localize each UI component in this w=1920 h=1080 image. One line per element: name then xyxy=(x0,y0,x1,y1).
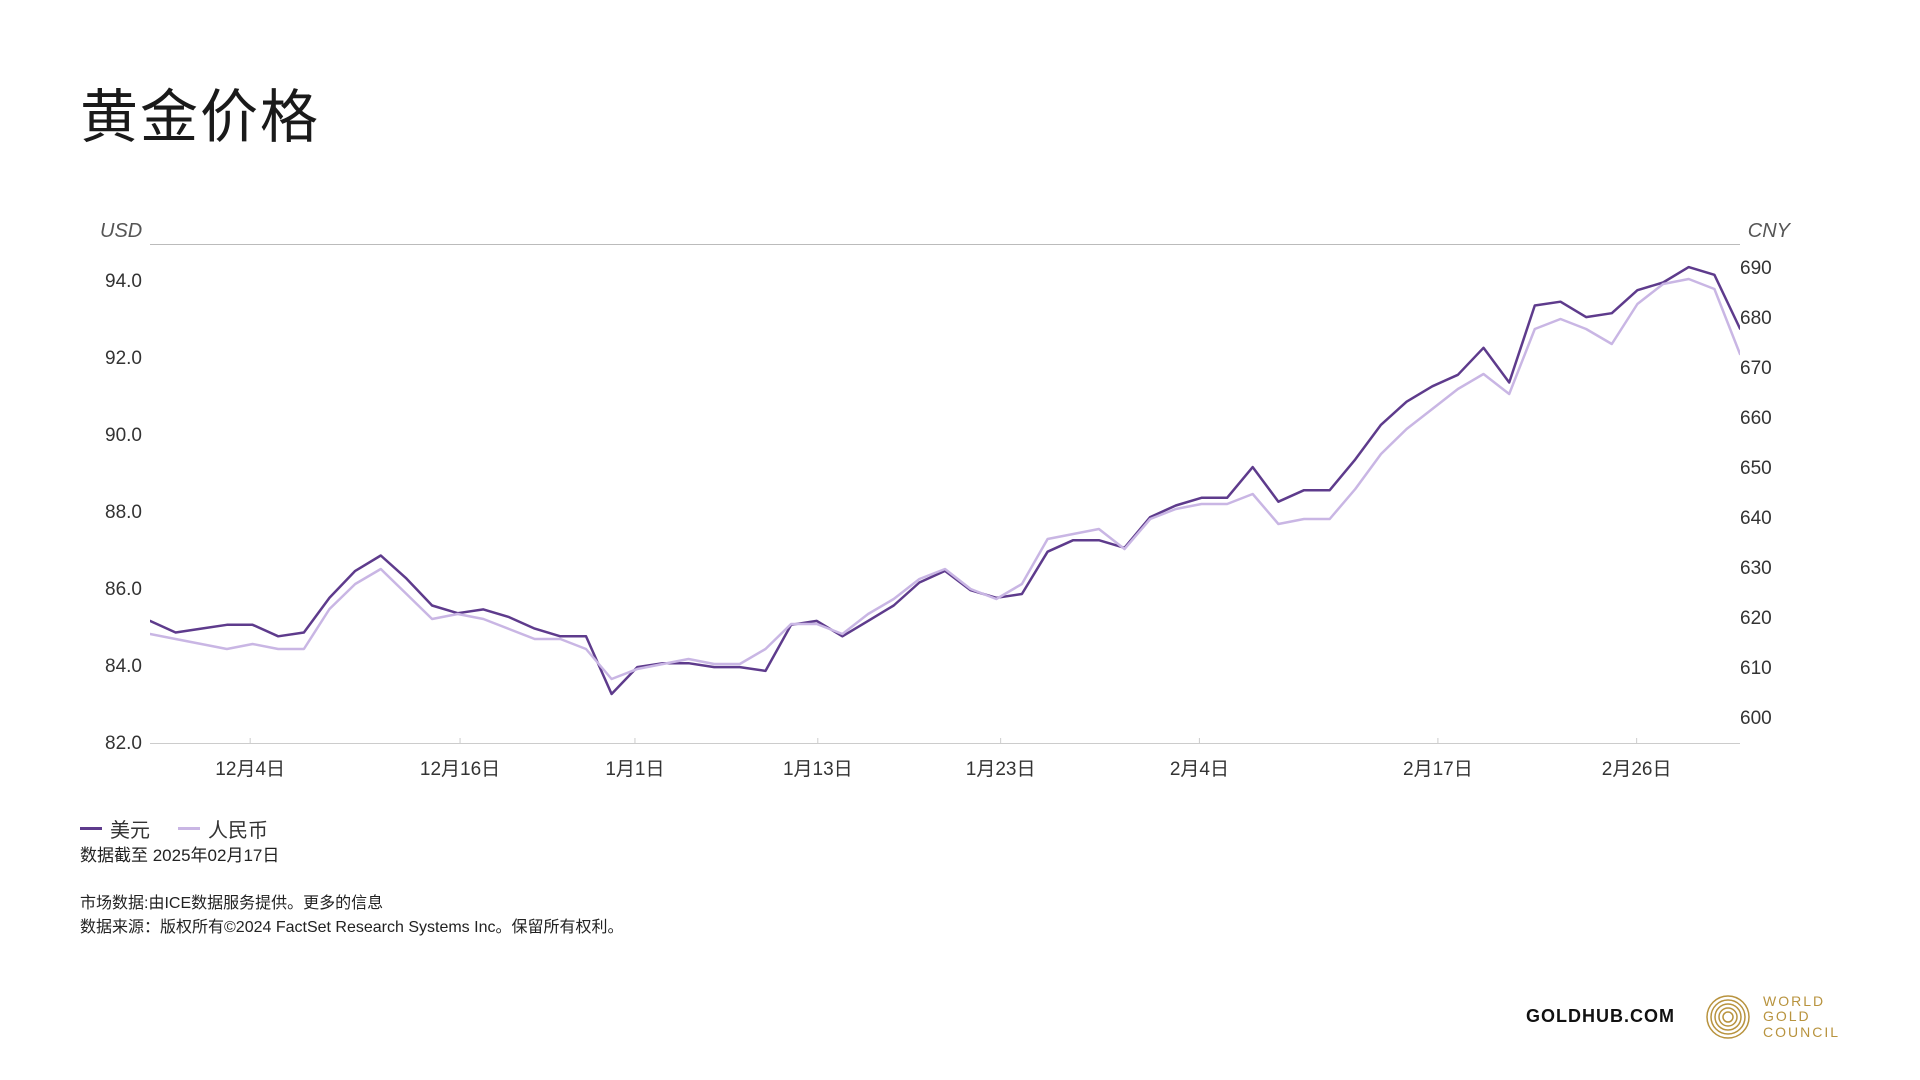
legend-label: 人民币 xyxy=(208,814,268,843)
y-left-tick: 86.0 xyxy=(80,579,142,601)
y-right-tick: 600 xyxy=(1740,708,1800,730)
y-left-tick: 94.0 xyxy=(80,271,142,293)
plot-area xyxy=(150,244,1740,744)
y-right-tick: 660 xyxy=(1740,408,1800,430)
y-right-tick: 670 xyxy=(1740,358,1800,380)
y-right-tick: 630 xyxy=(1740,558,1800,580)
left-axis-label: USD xyxy=(100,220,142,243)
x-tick: 1月13日 xyxy=(783,754,853,781)
y-left-tick: 90.0 xyxy=(80,425,142,447)
page-title: 黄金价格 xyxy=(80,70,1840,154)
x-tick: 12月16日 xyxy=(420,754,500,781)
goldhub-link[interactable]: GOLDHUB.COM xyxy=(1526,1006,1675,1027)
footnotes: 数据截至 2025年02月17日 市场数据:由ICE数据服务提供。更多的信息 数… xyxy=(80,843,623,941)
x-axis-ticks: 12月4日 12月16日 1月1日 1月13日 1月23日 2月4日 2月17日 2月26日 xyxy=(150,754,1740,784)
wgc-text: WORLD GOLD COUNCIL xyxy=(1763,994,1840,1040)
wgc-rings-icon xyxy=(1705,994,1751,1040)
legend-item: 人民币 xyxy=(178,814,268,843)
y-right-tick: 640 xyxy=(1740,508,1800,530)
source-note-1: 市场数据:由ICE数据服务提供。更多的信息 xyxy=(80,892,623,916)
asof-note: 数据截至 2025年02月17日 xyxy=(80,843,623,869)
x-tick: 2月17日 xyxy=(1403,754,1473,781)
legend-swatch xyxy=(80,827,102,830)
legend-item: 美元 xyxy=(80,814,150,843)
legend-swatch xyxy=(178,827,200,830)
right-axis-label: CNY xyxy=(1748,220,1790,243)
x-tick: 1月1日 xyxy=(605,754,664,781)
x-tick: 2月4日 xyxy=(1170,754,1229,781)
y-right-tick: 680 xyxy=(1740,308,1800,330)
source-note-2: 数据来源：版权所有©2024 FactSet Research Systems … xyxy=(80,916,623,940)
y-right-tick: 650 xyxy=(1740,458,1800,480)
chart-legend: 美元 人民币 xyxy=(80,814,268,843)
x-tick: 1月23日 xyxy=(966,754,1036,781)
y-right-tick: 620 xyxy=(1740,608,1800,630)
y-left-tick: 92.0 xyxy=(80,348,142,370)
right-axis-ticks: 600 610 620 630 640 650 660 670 680 690 xyxy=(1740,244,1800,744)
x-tick: 2月26日 xyxy=(1602,754,1672,781)
wgc-logo: WORLD GOLD COUNCIL xyxy=(1705,994,1840,1040)
y-right-tick: 690 xyxy=(1740,258,1800,280)
footer: GOLDHUB.COM WORLD GOLD COUNCIL xyxy=(1526,994,1840,1040)
y-left-tick: 82.0 xyxy=(80,733,142,755)
x-tick: 12月4日 xyxy=(215,754,285,781)
legend-label: 美元 xyxy=(110,814,150,843)
y-left-tick: 88.0 xyxy=(80,502,142,524)
y-left-tick: 84.0 xyxy=(80,656,142,678)
gold-price-chart: USD CNY 82.084.086.088.090.092.094.0 600… xyxy=(80,244,1800,824)
left-axis-ticks: 82.084.086.088.090.092.094.0 xyxy=(80,244,142,744)
y-right-tick: 610 xyxy=(1740,658,1800,680)
